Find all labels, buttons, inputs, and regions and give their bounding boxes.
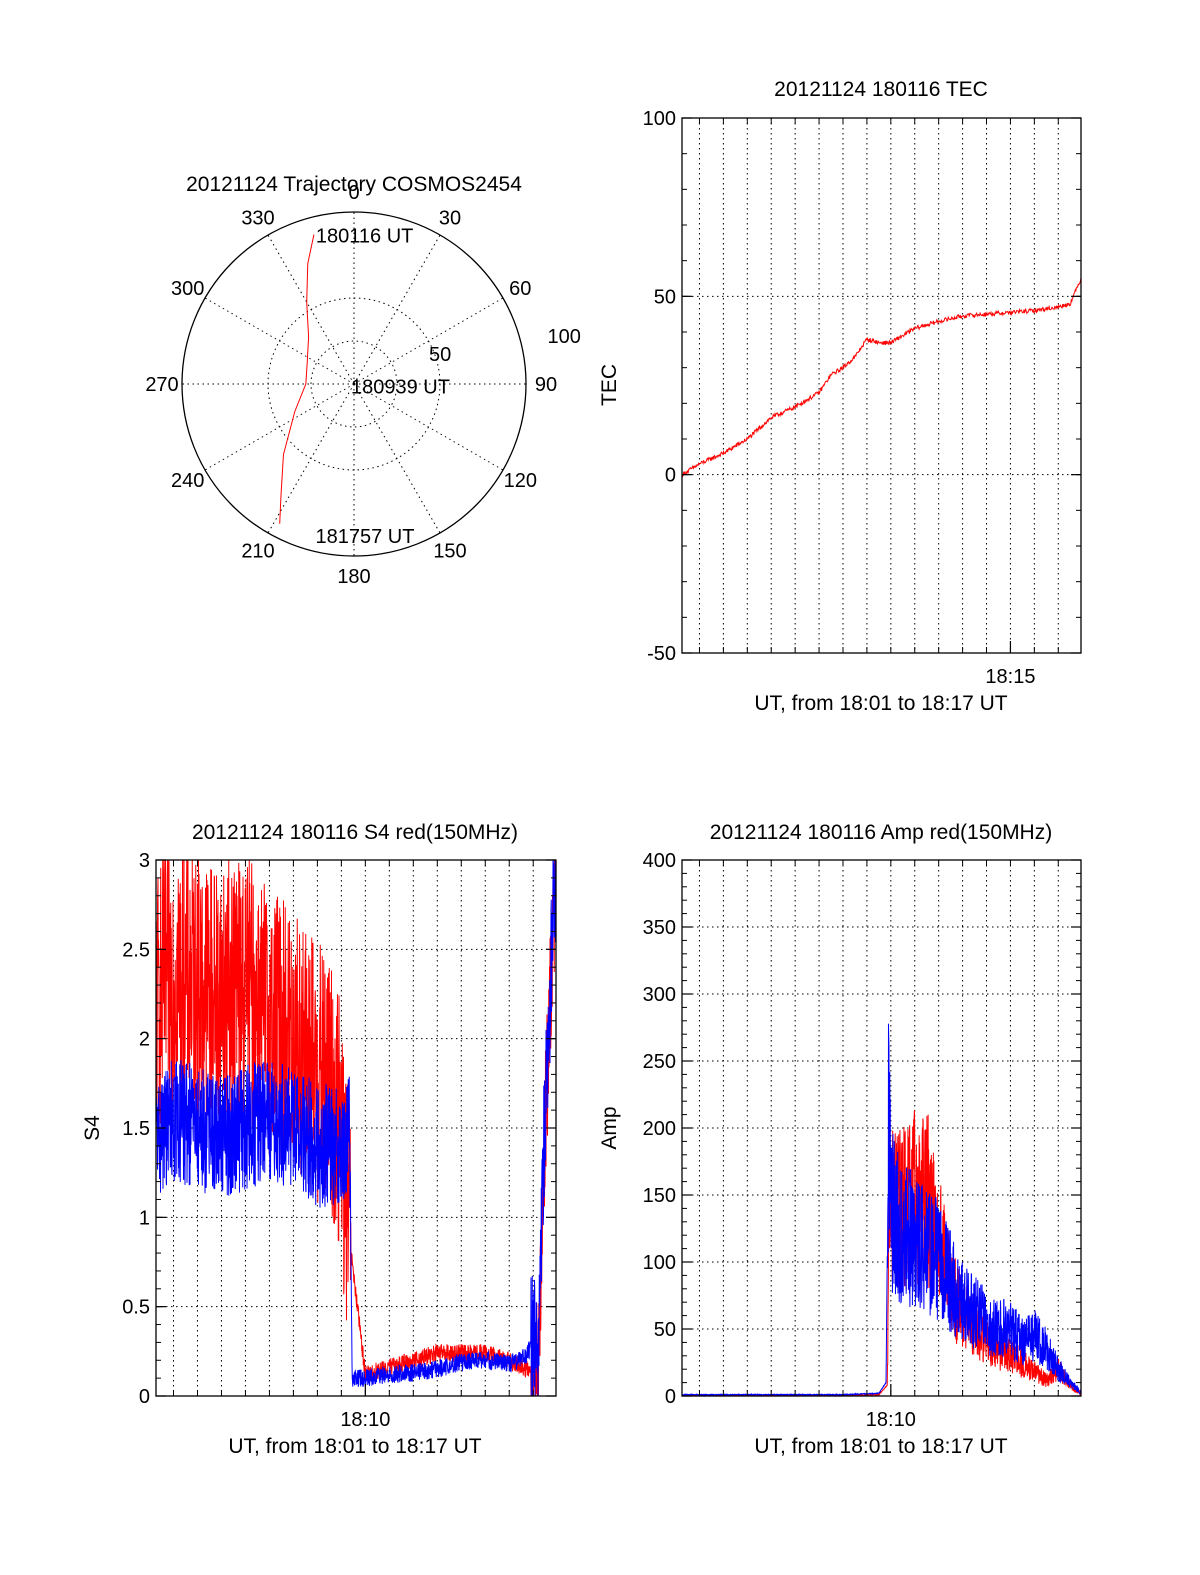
polar-azimuth-label: 210 <box>241 540 274 562</box>
s4-y-tick-label: 0 <box>139 1386 150 1408</box>
amp-y-tick-label: 300 <box>643 984 676 1006</box>
tec-plot-frame <box>681 117 1082 654</box>
polar-azimuth-label: 90 <box>535 374 557 396</box>
polar-radial-label: 100 <box>548 326 581 348</box>
polar-azimuth-label: 0 <box>348 182 359 204</box>
s4-series <box>155 859 557 1397</box>
amp-grid <box>682 860 1081 1396</box>
amp-y-tick-label: 150 <box>643 1185 676 1207</box>
polar-labels: 0 30 60 90 120 150 180 210 240 270 300 330 50 100 <box>145 182 581 588</box>
s4-y-tick-label: 3 <box>139 850 150 872</box>
polar-azimuth-label: 330 <box>241 208 274 230</box>
s4-grid <box>156 860 556 1396</box>
amp-y-axis-label: Amp <box>598 1106 621 1149</box>
polar-spoke-line <box>204 383 355 471</box>
tec-series <box>681 277 1082 478</box>
amp-plot-frame <box>681 859 1082 1397</box>
polar-azimuth-label: 270 <box>145 374 178 396</box>
polar-spoke-line <box>204 297 355 385</box>
amp-x-tick-label: 18:10 <box>866 1409 916 1431</box>
s4-y-tick-label: 1 <box>139 1207 150 1229</box>
s4-series-blue-line <box>155 859 557 1397</box>
trajectory-line <box>279 234 315 524</box>
amp-chart-title: 20121124 180116 Amp red(150MHz) <box>710 821 1052 844</box>
tec-chart-title: 20121124 180116 TEC <box>774 78 988 101</box>
s4-ticks: 0 0.5 1 1.5 2 2.5 3 18:10 <box>122 850 556 1431</box>
tec-grid <box>682 118 1081 653</box>
tec-y-tick-label: 0 <box>665 465 676 487</box>
amp-y-tick-label: 200 <box>643 1118 676 1140</box>
polar-chart-title: 20121124 Trajectory COSMOS2454 <box>186 173 522 196</box>
polar-azimuth-label: 60 <box>509 278 531 300</box>
tec-x-axis-label: UT, from 18:01 to 18:17 UT <box>754 692 1007 715</box>
polar-azimuth-label: 180 <box>337 566 370 588</box>
polar-spoke-line <box>353 297 504 385</box>
tec-x-tick-label: 18:15 <box>985 666 1035 688</box>
polar-outer-circle <box>181 211 527 557</box>
polar-spoke-line <box>353 383 504 471</box>
polar-azimuth-label: 30 <box>439 208 461 230</box>
polar-spoke-line <box>353 383 441 534</box>
tec-chart: 20121124 180116 TEC -50 0 50 100 18:15 UT, f… <box>598 78 1082 715</box>
s4-x-axis-label: UT, from 18:01 to 18:17 UT <box>228 1435 481 1458</box>
tec-y-tick-label: 50 <box>654 286 676 308</box>
polar-azimuth-label: 150 <box>433 540 466 562</box>
amp-series <box>681 1023 1082 1398</box>
polar-grid <box>182 212 526 556</box>
amp-y-tick-label: 50 <box>654 1319 676 1341</box>
amp-x-axis-label: UT, from 18:01 to 18:17 UT <box>754 1435 1007 1458</box>
tec-y-tick-label: 100 <box>643 108 676 130</box>
s4-y-tick-label: 2 <box>139 1029 150 1051</box>
amp-y-tick-label: 400 <box>643 850 676 872</box>
s4-y-tick-label: 0.5 <box>122 1297 150 1319</box>
s4-y-axis-label: S4 <box>81 1115 104 1141</box>
polar-spoke-line <box>267 383 355 534</box>
amp-y-tick-label: 0 <box>665 1386 676 1408</box>
polar-time-annotation: 180116 UT <box>316 225 413 247</box>
polar-radial-label: 50 <box>429 344 451 366</box>
amp-ticks: 0 50 100 150 200 250 300 350 400 18:10 <box>643 850 1081 1431</box>
polar-radial-circle <box>310 340 398 428</box>
tec-ticks: -50 0 50 100 18:15 <box>643 108 1081 688</box>
polar-time-annotation: 181757 UT <box>315 526 414 548</box>
polar-azimuth-label: 120 <box>504 470 537 492</box>
amp-y-tick-label: 250 <box>643 1051 676 1073</box>
amp-y-tick-label: 350 <box>643 917 676 939</box>
polar-azimuth-label: 300 <box>171 278 204 300</box>
tec-y-axis-label: TEC <box>598 364 621 406</box>
amp-y-tick-label: 100 <box>643 1252 676 1274</box>
polar-spoke-line <box>353 234 441 385</box>
s4-chart-title: 20121124 180116 S4 red(150MHz) <box>192 821 518 844</box>
polar-annotations: 180116 UT 180939 UT 181757 UT <box>315 225 449 548</box>
s4-chart: 20121124 180116 S4 red(150MHz) 0 0.5 1 1.5 2… <box>81 821 557 1458</box>
s4-y-tick-label: 1.5 <box>122 1118 150 1140</box>
polar-time-annotation: 180939 UT <box>351 376 450 398</box>
polar-azimuth-label: 240 <box>171 470 204 492</box>
tec-y-tick-label: -50 <box>647 643 676 665</box>
s4-series-red-line <box>155 859 556 1397</box>
amp-series-blue-line <box>681 1023 1082 1397</box>
tec-series-red-line <box>681 277 1082 478</box>
amp-chart: 20121124 180116 Amp red(150MHz) 0 50 100 15… <box>598 821 1082 1458</box>
polar-spoke-line <box>267 234 355 385</box>
polar-trajectory-chart: 20121124 Trajectory COSMOS2454 0 30 60 90 12… <box>145 173 581 588</box>
s4-y-tick-label: 2.5 <box>122 939 150 961</box>
s4-x-tick-label: 18:10 <box>340 1409 390 1431</box>
